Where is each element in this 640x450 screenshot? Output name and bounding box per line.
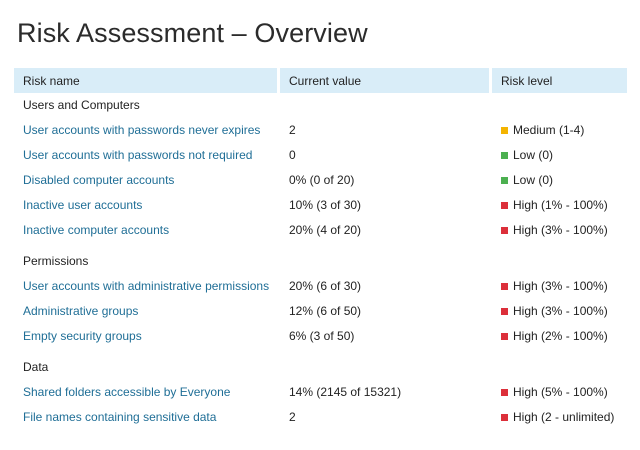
table-row: File names containing sensitive data 2 Hig… [14,404,627,429]
risk-name-link[interactable]: Empty security groups [23,328,142,343]
risk-level-label: High (3% - 100%) [513,222,608,237]
risk-level-label: High (2% - 100%) [513,328,608,343]
risk-name-link[interactable]: Inactive computer accounts [23,222,170,237]
table-row: Inactive user accounts 10% (3 of 30) High … [14,192,627,217]
risk-level-cell: Low (0) [492,167,627,192]
risk-level-cell: High (2% - 100%) [492,323,627,348]
risk-level-cell: High (5% - 100%) [492,379,627,404]
risk-table: Risk name Current value Risk level Users… [14,68,627,429]
risk-level-label: High (3% - 100%) [513,278,608,293]
column-header-current-value: Current value [280,68,492,93]
section-spacer-cell [14,348,627,355]
risk-level-square-icon [501,413,508,421]
risk-level-cell: High (2 - unlimited) [492,404,627,429]
risk-level-label: Low (0) [513,172,554,187]
risk-name-link[interactable]: File names containing sensitive data [23,409,217,424]
table-header: Risk name Current value Risk level [14,68,627,93]
table-row: Administrative groups 12% (6 of 50) High (… [14,298,627,323]
current-value: 20% (6 of 30) [289,278,362,293]
risk-level-square-icon [501,388,508,396]
section-header-row: Permissions [14,249,627,273]
table-row: Disabled computer accounts 0% (0 of 20) Lo… [14,167,627,192]
risk-level-label: High (1% - 100%) [513,197,608,212]
table-row: Shared folders accessible by Everyone 14%… [14,379,627,404]
current-value: 2 [289,122,296,137]
risk-name-link[interactable]: User accounts with passwords not require… [23,147,253,162]
table-row: User accounts with passwords never expir… [14,117,627,142]
section-title: Permissions [23,254,89,268]
risk-level-label: High (2 - unlimited) [513,409,615,424]
risk-level-label: Medium (1-4) [513,122,585,137]
risk-name-link[interactable]: Disabled computer accounts [23,172,175,187]
risk-level-cell: Medium (1-4) [492,117,627,142]
risk-level-square-icon [501,282,508,290]
risk-level-square-icon [501,126,508,134]
column-header-risk-name: Risk name [14,68,280,93]
current-value: 2 [289,409,296,424]
risk-name-link[interactable]: User accounts with passwords never expir… [23,122,261,137]
risk-level-square-icon [501,307,508,315]
table-row: Empty security groups 6% (3 of 50) High (2… [14,323,627,348]
current-value: 14% (2145 of 15321) [289,384,402,399]
risk-level-cell: High (1% - 100%) [492,192,627,217]
table-body: Users and Computers User accounts with pa… [14,93,627,429]
current-value: 0% (0 of 20) [289,172,355,187]
risk-level-square-icon [501,226,508,234]
current-value: 12% (6 of 50) [289,303,362,318]
table-row: Inactive computer accounts 20% (4 of 20) H… [14,217,627,242]
section-title: Users and Computers [23,98,140,112]
risk-level-square-icon [501,332,508,340]
section-title: Data [23,360,49,374]
section-spacer [14,348,627,355]
page-title: Risk Assessment – Overview [17,18,368,48]
column-header-risk-level: Risk level [492,68,627,93]
table-row: User accounts with administrative permis… [14,273,627,298]
risk-level-square-icon [501,201,508,209]
risk-level-label: High (3% - 100%) [513,303,608,318]
risk-name-link[interactable]: Administrative groups [23,303,139,318]
current-value: 10% (3 of 30) [289,197,362,212]
risk-level-cell: High (3% - 100%) [492,217,627,242]
header-row: Risk name Current value Risk level [14,68,627,93]
risk-name-link[interactable]: User accounts with administrative permis… [23,278,270,293]
risk-name-link[interactable]: Shared folders accessible by Everyone [23,384,231,399]
risk-name-link[interactable]: Inactive user accounts [23,197,143,212]
table-row: User accounts with passwords not require… [14,142,627,167]
current-value: 20% (4 of 20) [289,222,362,237]
section-header-row: Data [14,355,627,379]
section-spacer [14,242,627,249]
risk-level-cell: High (3% - 100%) [492,273,627,298]
risk-level-label: High (5% - 100%) [513,384,608,399]
risk-level-cell: High (3% - 100%) [492,298,627,323]
section-spacer-cell [14,242,627,249]
risk-level-label: Low (0) [513,147,554,162]
risk-level-square-icon [501,176,508,184]
current-value: 0 [289,147,296,162]
current-value: 6% (3 of 50) [289,328,355,343]
section-header-row: Users and Computers [14,93,627,117]
risk-level-square-icon [501,151,508,159]
risk-level-cell: Low (0) [492,142,627,167]
